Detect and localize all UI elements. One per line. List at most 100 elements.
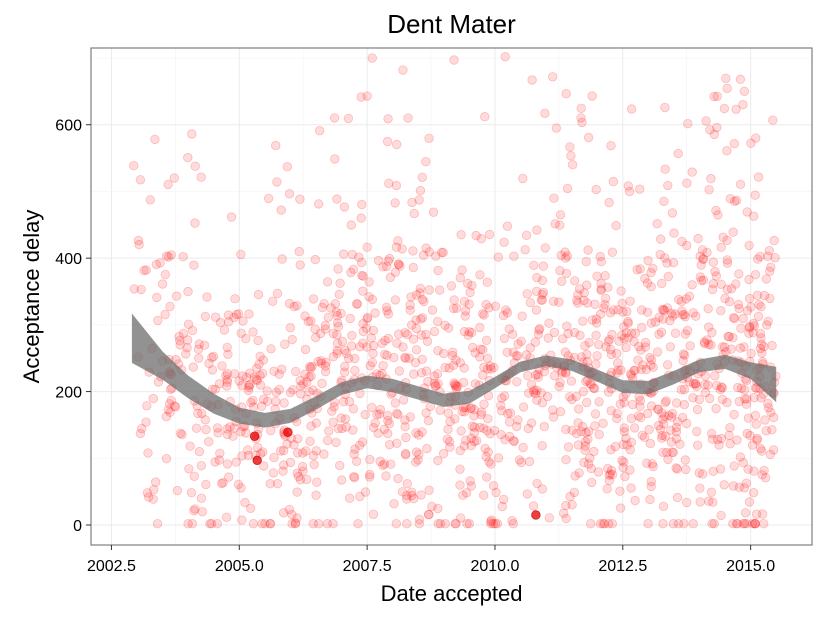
data-point [702, 335, 712, 345]
data-point [290, 519, 301, 529]
data-point [285, 387, 296, 398]
data-point [744, 497, 755, 507]
data-point [576, 103, 586, 114]
data-point [343, 113, 354, 124]
data-point [210, 457, 220, 467]
data-point [427, 305, 438, 315]
data-point [378, 460, 388, 471]
data-point [329, 402, 339, 412]
data-point [405, 412, 416, 422]
data-point [339, 367, 350, 377]
data-point [362, 91, 372, 101]
data-point [319, 449, 329, 459]
data-point [469, 428, 479, 438]
data-point [629, 423, 640, 433]
data-point [527, 75, 537, 85]
data-point [206, 519, 217, 529]
data-point [608, 176, 619, 187]
data-point [516, 336, 526, 347]
data-point [763, 398, 773, 409]
data-point [678, 310, 688, 320]
data-point [499, 494, 509, 505]
data-point [573, 298, 583, 308]
data-point [415, 185, 426, 196]
data-point [767, 425, 777, 435]
data-point [416, 490, 426, 500]
data-point [555, 210, 566, 220]
data-point [574, 468, 584, 478]
data-point [735, 452, 746, 462]
data-point [392, 438, 402, 449]
data-point [336, 475, 347, 485]
data-point [292, 448, 303, 458]
data-point [322, 519, 333, 529]
data-point [590, 409, 601, 419]
data-point [421, 329, 431, 340]
data-point [353, 519, 363, 529]
data-point [421, 366, 432, 376]
data-point [572, 295, 582, 306]
data-point [646, 401, 657, 411]
data-point [295, 194, 305, 204]
data-point [646, 268, 656, 278]
data-point [561, 500, 571, 511]
data-point [489, 425, 500, 436]
data-point [457, 265, 467, 275]
data-point [591, 330, 601, 341]
data-point [460, 311, 471, 321]
data-point [577, 117, 587, 128]
data-point [659, 305, 670, 316]
data-point [629, 366, 639, 376]
data-point [284, 504, 295, 515]
data-point [618, 439, 628, 450]
data-point [642, 458, 652, 469]
data-point [196, 493, 207, 503]
data-point [577, 421, 588, 432]
data-point [682, 497, 692, 508]
data-point [548, 405, 558, 415]
data-point [497, 501, 508, 512]
data-point [561, 424, 571, 435]
data-point [695, 272, 706, 282]
data-point [324, 426, 334, 436]
data-point [521, 350, 532, 360]
data-point [687, 280, 697, 290]
data-point [204, 358, 214, 369]
data-point [753, 311, 764, 322]
data-point [257, 401, 267, 411]
data-point [381, 471, 391, 481]
data-point [657, 430, 667, 441]
y-tick-label: 400 [55, 251, 82, 268]
data-point [683, 118, 693, 129]
data-point [488, 519, 499, 529]
data-point [660, 102, 670, 113]
data-point [391, 519, 402, 529]
data-point [749, 488, 759, 498]
data-point [393, 473, 403, 484]
data-point [634, 341, 644, 352]
data-point [621, 433, 631, 444]
data-point [709, 91, 719, 102]
data-point [199, 340, 210, 350]
data-point [486, 364, 496, 374]
data-point [472, 436, 482, 446]
data-point [349, 472, 360, 483]
data-point [563, 328, 573, 339]
data-point [486, 459, 496, 469]
data-point [626, 369, 636, 379]
data-point [148, 485, 159, 495]
data-point [187, 129, 197, 139]
data-point [742, 394, 752, 404]
data-point [338, 397, 349, 407]
data-point [385, 272, 396, 283]
data-point [657, 304, 668, 315]
data-point [540, 108, 550, 119]
data-point [383, 333, 394, 344]
data-point [292, 513, 302, 523]
data-point [237, 515, 247, 525]
data-point [384, 253, 395, 264]
data-point [228, 431, 238, 441]
data-point [268, 296, 278, 307]
data-point [326, 303, 336, 313]
data-point [603, 282, 613, 293]
